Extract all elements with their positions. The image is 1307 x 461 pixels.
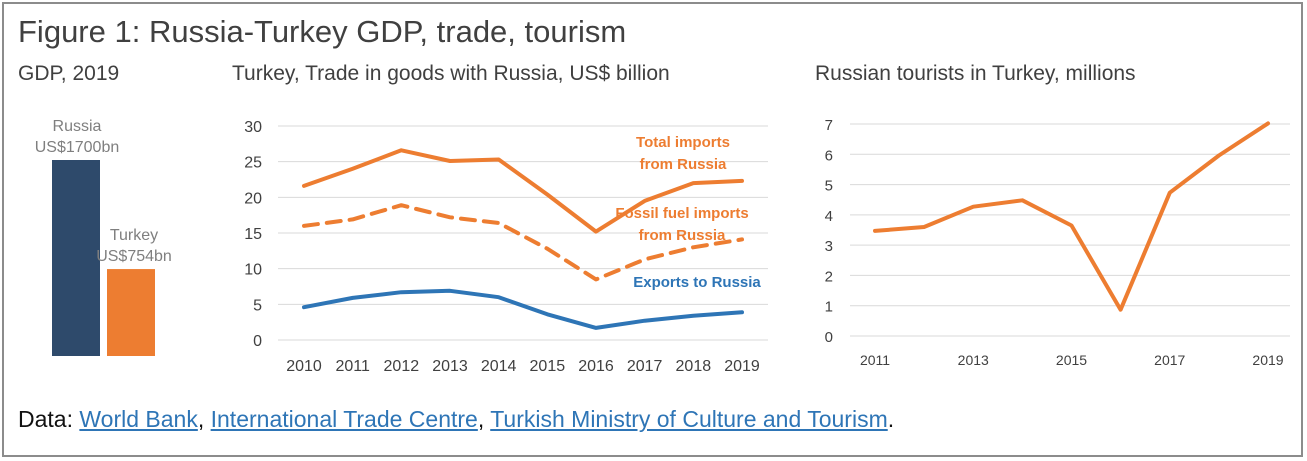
x-tick-label: 2015 [1056, 352, 1087, 368]
gdp-category-label: Russia [53, 118, 102, 135]
y-tick-label: 5 [825, 178, 833, 195]
y-tick-label: 0 [825, 329, 833, 346]
x-tick-label: 2014 [481, 358, 517, 375]
figure-title: Figure 1: Russia-Turkey GDP, trade, tour… [18, 14, 627, 49]
y-tick-label: 20 [244, 190, 262, 207]
trade-chart-title: Turkey, Trade in goods with Russia, US$ … [232, 62, 670, 85]
x-tick-label: 2011 [860, 352, 890, 368]
y-tick-label: 0 [253, 333, 262, 350]
series-line-fossil-fuel-imports-from-russia [302, 203, 744, 282]
link-turkish-ministry[interactable]: Turkish Ministry of Culture and Tourism [490, 406, 888, 432]
x-tick-label: 2011 [335, 358, 370, 375]
y-tick-label: 4 [825, 208, 833, 225]
gdp-value-label: US$1700bn [35, 139, 120, 156]
y-tick-label: 30 [244, 119, 262, 136]
series-line-tourists [873, 121, 1270, 312]
y-tick-label: 6 [825, 147, 833, 164]
x-tick-label: 2019 [1252, 352, 1283, 368]
series-label: from Russia [639, 227, 726, 244]
link-international-trade-centre[interactable]: International Trade Centre [210, 406, 478, 432]
footer-prefix: Data: [18, 406, 80, 432]
x-tick-label: 2015 [530, 358, 566, 375]
gdp-chart-title: GDP, 2019 [18, 62, 120, 85]
x-tick-label: 2010 [286, 358, 322, 375]
footer-separator: , [477, 406, 491, 432]
x-tick-label: 2019 [724, 358, 760, 375]
x-tick-label: 2013 [432, 358, 468, 375]
y-tick-label: 2 [825, 268, 833, 285]
series-label: Fossil fuel imports [615, 205, 748, 222]
series-label: Exports to Russia [633, 274, 761, 291]
gdp-bar-turkey [107, 269, 155, 356]
x-tick-label: 2018 [676, 358, 712, 375]
series-line-total-imports-from-russia [302, 148, 744, 234]
footer-suffix: . [887, 406, 895, 432]
y-tick-label: 25 [244, 155, 262, 172]
gdp-category-label: Turkey [110, 227, 158, 244]
footer-separator: , [197, 406, 211, 432]
x-tick-label: 2017 [1154, 352, 1185, 368]
gdp-bar-russia [52, 160, 100, 356]
link-world-bank[interactable]: World Bank [79, 406, 198, 432]
y-tick-label: 3 [825, 238, 833, 255]
x-tick-label: 2017 [627, 358, 663, 375]
series-line-exports-to-russia [302, 288, 744, 330]
x-tick-label: 2016 [578, 358, 614, 375]
y-tick-label: 10 [244, 262, 262, 279]
y-tick-label: 7 [825, 117, 833, 134]
y-tick-label: 5 [253, 297, 262, 314]
series-label: from Russia [640, 156, 727, 173]
tourism-chart-title: Russian tourists in Turkey, millions [815, 62, 1136, 85]
x-tick-label: 2012 [384, 358, 420, 375]
series-label: Total imports [636, 134, 730, 151]
y-tick-label: 1 [825, 299, 833, 316]
y-tick-label: 15 [244, 226, 262, 243]
x-tick-label: 2013 [958, 352, 989, 368]
data-source-line: Data: World Bank, International Trade Ce… [18, 406, 894, 433]
gdp-value-label: US$754bn [96, 248, 172, 265]
